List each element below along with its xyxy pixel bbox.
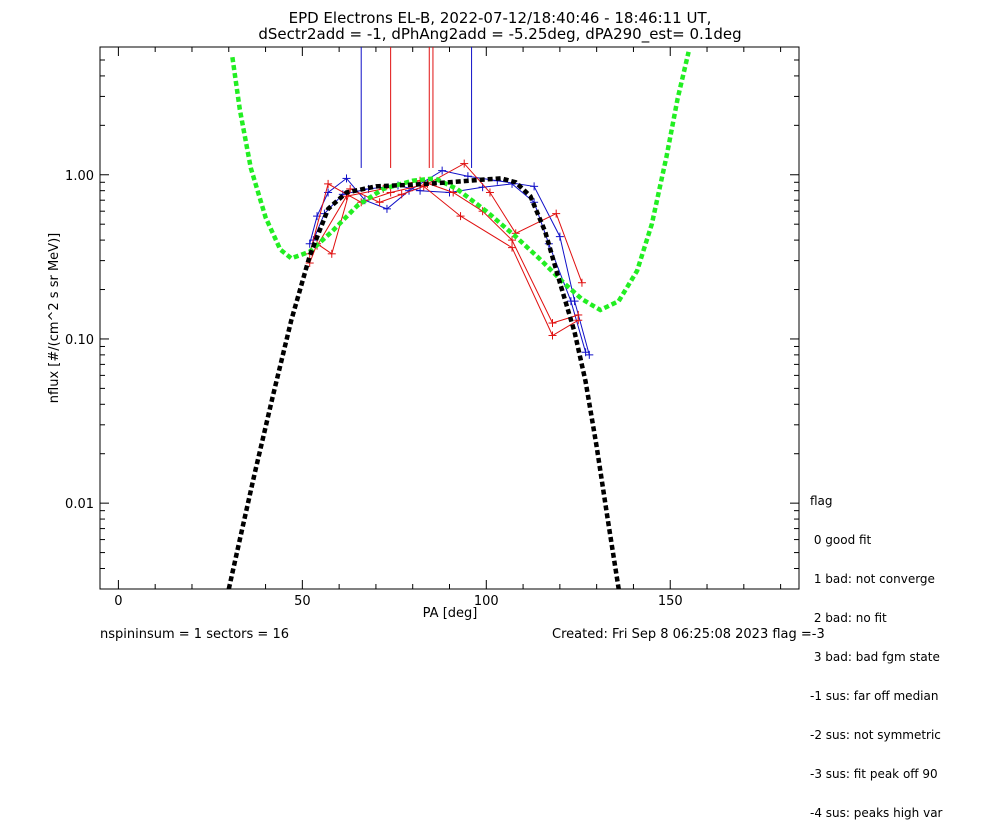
flag-legend-heading: flag bbox=[810, 494, 833, 508]
chart-title-line-2: dSectr2add = -1, dPhAng2add = -5.25deg, … bbox=[258, 25, 742, 43]
red-data-point bbox=[327, 249, 336, 258]
blue-data-point bbox=[566, 297, 575, 306]
red-data-point bbox=[548, 331, 557, 340]
flag-legend-item: 0 good fit bbox=[810, 533, 872, 547]
flag-legend-item: 2 bad: no fit bbox=[810, 611, 887, 625]
chart-plot: 0 50 100 150 0.01 0.10 1.00 PA [deg] nflux [#/… bbox=[47, 46, 800, 621]
red-data-point bbox=[449, 188, 458, 197]
red-data-point bbox=[508, 243, 517, 252]
y-tick-label: 0.10 bbox=[65, 333, 94, 348]
red-data-line bbox=[316, 180, 579, 324]
red-data-point bbox=[548, 319, 557, 328]
chart-title-line-1: EPD Electrons EL-B, 2022-07-12/18:40:46 … bbox=[288, 9, 712, 27]
red-data-line bbox=[309, 185, 579, 337]
blue-data-point bbox=[581, 348, 590, 357]
black-fit-curve bbox=[226, 176, 621, 590]
blue-data-point bbox=[382, 204, 391, 213]
y-tick-label: 0.01 bbox=[65, 497, 94, 512]
red-data-point bbox=[577, 278, 586, 287]
footer-left: nspininsum = 1 sectors = 16 bbox=[100, 627, 289, 642]
red-data-point bbox=[574, 310, 583, 319]
blue-data-line bbox=[312, 183, 587, 353]
y-axis-label: nflux [#/(cm^2 s sr MeV)] bbox=[47, 233, 62, 403]
blue-data-point bbox=[438, 166, 447, 175]
red-data-point bbox=[456, 212, 465, 221]
red-data-point bbox=[508, 236, 517, 245]
green-fit-curve bbox=[230, 51, 691, 313]
blue-data-point bbox=[530, 182, 539, 191]
flag-legend-item: -4 sus: peaks high var bbox=[810, 806, 943, 820]
flag-legend: flag 0 good fit 1 bad: not converge 2 ba… bbox=[810, 469, 942, 833]
series-layer bbox=[226, 51, 691, 590]
x-tick-label: 100 bbox=[474, 594, 499, 609]
blue-data-line bbox=[309, 170, 590, 356]
footer-right: Created: Fri Sep 8 06:25:08 2023 flag =-… bbox=[552, 627, 825, 642]
x-tick-label: 0 bbox=[114, 594, 122, 609]
red-data-point bbox=[460, 159, 469, 168]
flag-legend-item: -3 sus: fit peak off 90 bbox=[810, 767, 938, 781]
red-data-point bbox=[324, 179, 333, 188]
blue-data-point bbox=[555, 232, 564, 241]
x-tick-label: 150 bbox=[658, 594, 683, 609]
red-data-point bbox=[397, 190, 406, 199]
red-data-point bbox=[386, 188, 395, 197]
flag-legend-item: -1 sus: far off median bbox=[810, 689, 939, 703]
x-tick-label: 50 bbox=[294, 594, 311, 609]
vertical-lines-layer bbox=[360, 47, 473, 168]
red-data-point bbox=[552, 209, 561, 218]
flag-legend-item: 1 bad: not converge bbox=[810, 572, 935, 586]
flag-legend-item: 3 bad: bad fgm state bbox=[810, 650, 940, 664]
x-axis-label: PA [deg] bbox=[423, 606, 478, 621]
blue-data-point bbox=[342, 174, 351, 183]
axes-layer: 0 50 100 150 0.01 0.10 1.00 bbox=[65, 47, 799, 609]
flag-legend-item: -2 sus: not symmetric bbox=[810, 728, 941, 742]
plot-frame bbox=[99, 46, 800, 590]
red-data-point bbox=[485, 188, 494, 197]
y-tick-label: 1.00 bbox=[65, 169, 94, 184]
red-data-point bbox=[375, 198, 384, 207]
